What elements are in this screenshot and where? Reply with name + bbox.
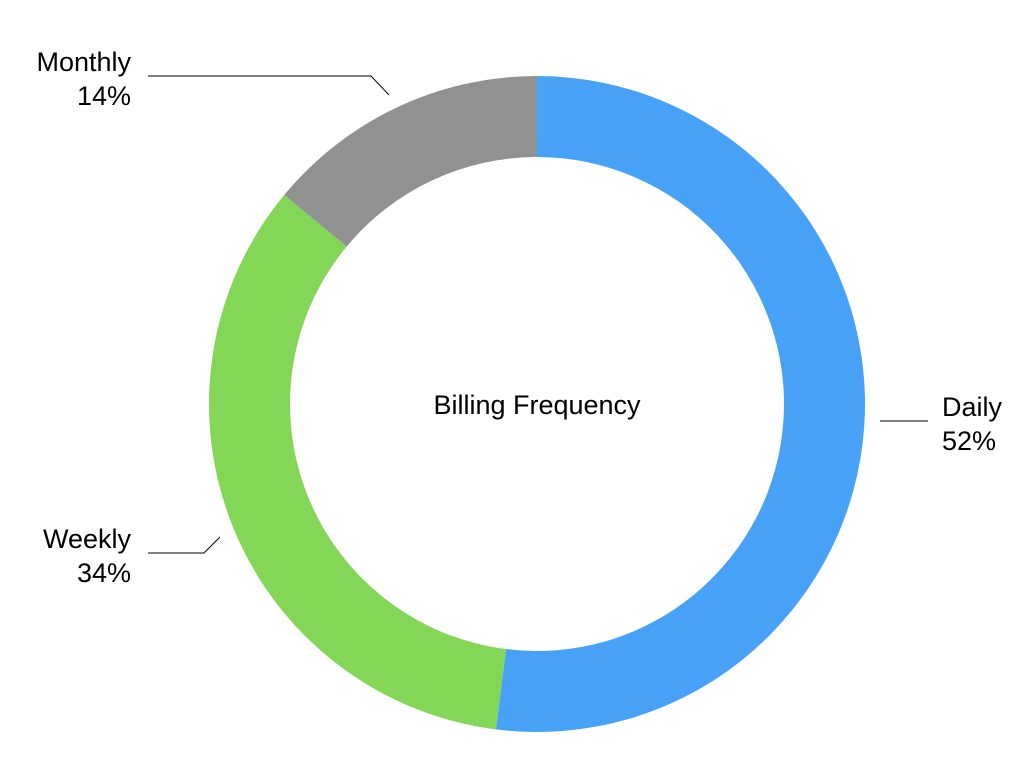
- chart-title: Billing Frequency: [433, 390, 641, 420]
- slice-weekly: [209, 194, 507, 730]
- slice-name-weekly: Weekly: [43, 524, 132, 554]
- slice-name-daily: Daily: [942, 392, 1003, 422]
- donut-slices: [209, 76, 866, 733]
- slice-daily: [495, 76, 866, 733]
- slice-labels: Daily 52% Weekly 34% Monthly 14%: [36, 47, 1002, 588]
- leader-line-monthly: [148, 75, 390, 96]
- slice-percent-monthly: 14%: [77, 81, 131, 111]
- slice-name-monthly: Monthly: [36, 47, 131, 77]
- slice-percent-daily: 52%: [942, 426, 996, 456]
- slice-percent-weekly: 34%: [77, 558, 131, 588]
- leader-lines: [148, 75, 928, 554]
- leader-line-weekly: [148, 536, 221, 554]
- slice-monthly: [284, 76, 537, 247]
